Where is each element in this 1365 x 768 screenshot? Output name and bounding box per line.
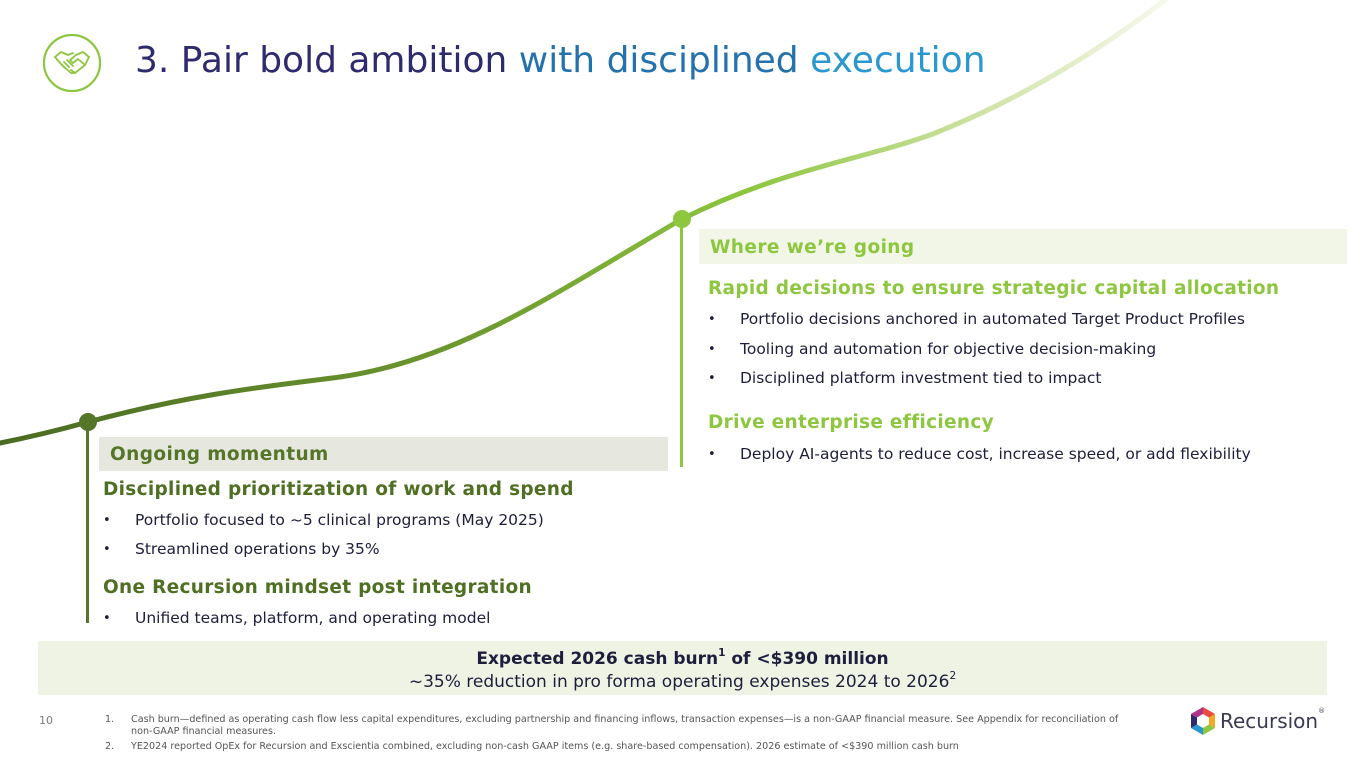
recursion-logo: Recursion® (1189, 706, 1329, 738)
title-part-3: execution (810, 40, 986, 81)
page-number: 10 (39, 714, 53, 727)
ongoing-momentum-band: Ongoing momentum (99, 437, 668, 471)
page-title: 3. Pair bold ambition with disciplined e… (135, 40, 986, 81)
milestone-dot-future (673, 210, 691, 228)
summary-line-2: ~35% reduction in pro forma operating ex… (408, 670, 957, 692)
left-connector-line (86, 430, 89, 623)
summary-box: Expected 2026 cash burn1 of <$390 millio… (38, 641, 1327, 695)
title-part-1: 3. Pair bold ambition (135, 40, 519, 81)
recursion-hexagon-icon (1191, 707, 1215, 735)
right-heading-1: Rapid decisions to ensure strategic capi… (708, 278, 1280, 299)
handshake-icon (42, 33, 102, 93)
right-heading-2: Drive enterprise efficiency (708, 412, 994, 433)
momentum-curve-line (0, 0, 1168, 446)
milestone-dot-current (79, 413, 97, 431)
left-heading-1: Disciplined prioritization of work and s… (103, 479, 574, 500)
where-going-band: Where we’re going (699, 229, 1347, 264)
title-part-2: with disciplined (518, 40, 811, 81)
left-heading-2: One Recursion mindset post integration (103, 577, 532, 598)
summary-line-1: Expected 2026 cash burn1 of <$390 millio… (476, 647, 889, 669)
right-connector-line (680, 227, 683, 467)
logo-wordmark: Recursion® (1220, 707, 1326, 733)
